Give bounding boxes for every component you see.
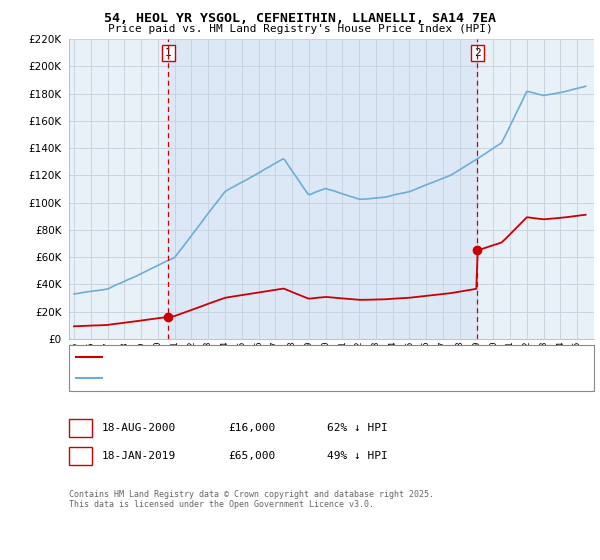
Text: 18-AUG-2000: 18-AUG-2000 xyxy=(102,423,176,433)
Text: 1: 1 xyxy=(77,423,84,433)
Text: £16,000: £16,000 xyxy=(228,423,275,433)
Text: HPI: Average price, semi-detached house, Carmarthenshire: HPI: Average price, semi-detached house,… xyxy=(107,374,436,384)
Text: 49% ↓ HPI: 49% ↓ HPI xyxy=(327,451,388,461)
Text: 2: 2 xyxy=(474,48,481,58)
Text: £65,000: £65,000 xyxy=(228,451,275,461)
Text: Contains HM Land Registry data © Crown copyright and database right 2025.
This d: Contains HM Land Registry data © Crown c… xyxy=(69,490,434,510)
Text: 54, HEOL YR YSGOL, CEFNEITHIN, LLANELLI, SA14 7EA: 54, HEOL YR YSGOL, CEFNEITHIN, LLANELLI,… xyxy=(104,12,496,25)
Text: Price paid vs. HM Land Registry's House Price Index (HPI): Price paid vs. HM Land Registry's House … xyxy=(107,24,493,34)
Text: 18-JAN-2019: 18-JAN-2019 xyxy=(102,451,176,461)
Bar xyxy=(169,39,478,339)
Text: 1: 1 xyxy=(165,48,172,58)
Text: 62% ↓ HPI: 62% ↓ HPI xyxy=(327,423,388,433)
Text: 2: 2 xyxy=(77,451,84,461)
Text: 54, HEOL YR YSGOL, CEFNEITHIN, LLANELLI, SA14 7EA (semi-detached house): 54, HEOL YR YSGOL, CEFNEITHIN, LLANELLI,… xyxy=(107,352,524,362)
